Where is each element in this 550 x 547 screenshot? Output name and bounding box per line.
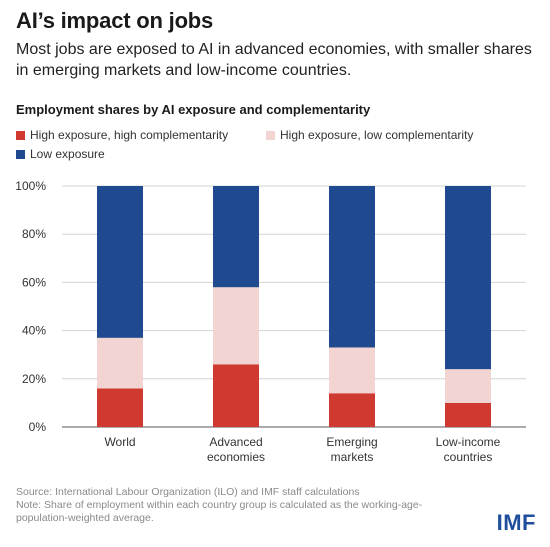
y-tick-label: 100% bbox=[15, 179, 46, 193]
page-subtitle: Most jobs are exposed to AI in advanced … bbox=[16, 41, 532, 79]
bar-segment-high-high bbox=[445, 402, 491, 427]
bar-segment-high-high bbox=[329, 393, 375, 427]
legend-swatch bbox=[266, 130, 275, 140]
bar-segment-high-low bbox=[97, 337, 143, 389]
stacked-bar-chart: 0% 20% 40% 60% 80% 100% World Advancedeconomies… bbox=[15, 179, 526, 464]
bar-segment-high-high bbox=[97, 388, 143, 427]
x-tick-label: World bbox=[104, 435, 135, 449]
bar-segment-high-low bbox=[329, 347, 375, 394]
y-tick-label: 60% bbox=[22, 275, 46, 289]
bar-segment-high-high bbox=[213, 364, 259, 427]
legend-item-high-low: High exposure, low complementarity bbox=[266, 128, 473, 142]
bar-segment-low bbox=[213, 186, 259, 288]
x-tick-label: economies bbox=[207, 450, 265, 464]
chart-title: Employment shares by AI exposure and com… bbox=[16, 102, 371, 117]
x-tick-label: countries bbox=[444, 450, 493, 464]
method-note: Note: Share of employment within each co… bbox=[16, 499, 423, 524]
x-tick-label: Low-income bbox=[436, 435, 501, 449]
source-note: Source: International Labour Organizatio… bbox=[16, 486, 360, 498]
x-tick-label: Emerging bbox=[326, 435, 377, 449]
y-tick-label: 0% bbox=[29, 420, 47, 434]
legend-label: Low exposure bbox=[30, 147, 105, 161]
bar-segment-high-low bbox=[213, 287, 259, 365]
x-tick-label: Advanced bbox=[209, 435, 262, 449]
bar-segment-low bbox=[97, 186, 143, 338]
legend-item-high-high: High exposure, high complementarity bbox=[16, 128, 228, 142]
page-title: AI’s impact on jobs bbox=[16, 8, 214, 33]
legend-label: High exposure, low complementarity bbox=[280, 128, 474, 142]
legend-swatch bbox=[16, 130, 25, 140]
bar-segment-low bbox=[445, 186, 491, 370]
y-tick-label: 20% bbox=[22, 372, 46, 386]
y-tick-label: 40% bbox=[22, 324, 46, 338]
imf-logo: IMF bbox=[496, 510, 536, 535]
x-tick-label: markets bbox=[331, 450, 374, 464]
legend-label: High exposure, high complementarity bbox=[30, 128, 229, 142]
y-tick-label: 80% bbox=[22, 227, 46, 241]
chart-footer: Source: International Labour Organizatio… bbox=[16, 486, 456, 525]
bar-segment-low bbox=[329, 186, 375, 348]
bar-segment-high-low bbox=[445, 369, 491, 403]
legend-item-low: Low exposure bbox=[16, 147, 105, 161]
legend-swatch bbox=[16, 149, 25, 159]
